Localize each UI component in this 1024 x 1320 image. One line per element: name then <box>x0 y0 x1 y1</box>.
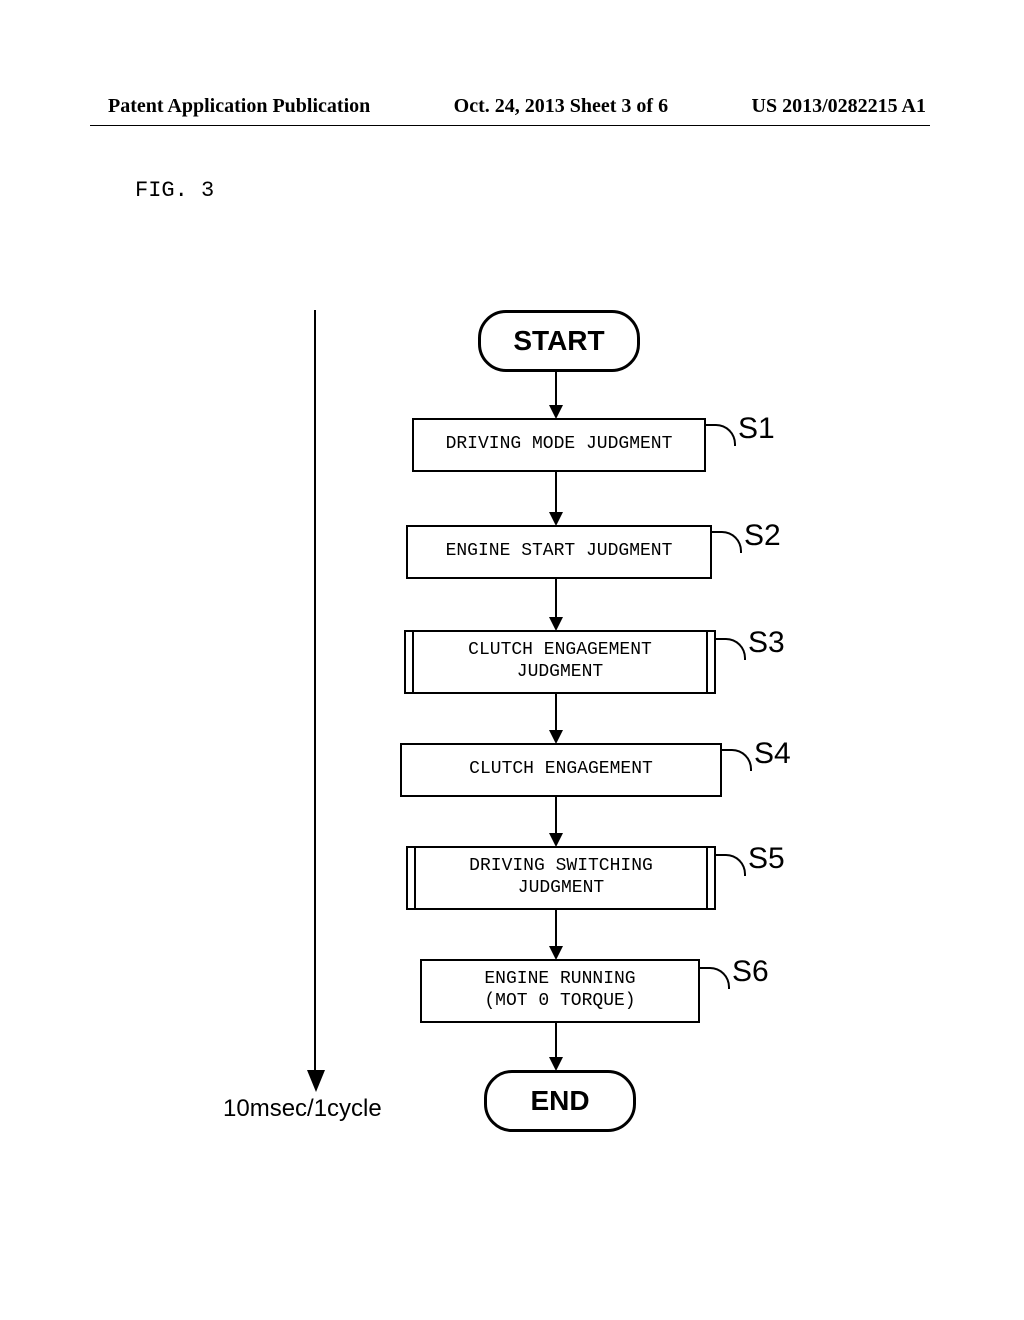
s3-node: CLUTCH ENGAGEMENT JUDGMENT <box>404 630 716 694</box>
s2-step: S2 <box>744 519 781 553</box>
s6-node: ENGINE RUNNING (MOT 0 TORQUE) <box>420 959 700 1023</box>
edge <box>555 692 557 730</box>
s5-node: DRIVING SWITCHING JUDGMENT <box>406 846 716 910</box>
step-connector-icon <box>710 531 742 553</box>
arrow-down-icon <box>549 946 563 960</box>
figure-label: FIG. 3 <box>135 178 214 203</box>
s4-step: S4 <box>754 737 791 771</box>
edge <box>555 577 557 617</box>
cycle-label: 10msec/1cycle <box>223 1095 382 1123</box>
s1-node: DRIVING MODE JUDGMENT <box>412 418 706 472</box>
header-left: Patent Application Publication <box>108 95 370 118</box>
s2-label: ENGINE START JUDGMENT <box>446 541 673 563</box>
arrow-down-icon <box>549 512 563 526</box>
s6-step: S6 <box>732 955 769 989</box>
end-label: END <box>530 1085 589 1117</box>
step-connector-icon <box>720 749 752 771</box>
page: Patent Application Publication Oct. 24, … <box>0 0 1024 1320</box>
step-connector-icon <box>714 638 746 660</box>
s1-step: S1 <box>738 412 775 446</box>
s6-label: ENGINE RUNNING (MOT 0 TORQUE) <box>484 969 635 1012</box>
cycle-arrow <box>314 310 316 1070</box>
edge <box>555 369 557 405</box>
s2-node: ENGINE START JUDGMENT <box>406 525 712 579</box>
arrow-down-icon <box>549 405 563 419</box>
end-node: END <box>484 1070 636 1132</box>
edge <box>555 795 557 833</box>
s1-label: DRIVING MODE JUDGMENT <box>446 434 673 456</box>
header-rule <box>90 125 930 126</box>
edge <box>555 1021 557 1057</box>
step-connector-icon <box>704 424 736 446</box>
edge <box>555 908 557 946</box>
s3-step: S3 <box>748 626 785 660</box>
arrow-down-icon <box>549 617 563 631</box>
s5-step: S5 <box>748 842 785 876</box>
step-connector-icon <box>714 854 746 876</box>
s5-label: DRIVING SWITCHING JUDGMENT <box>469 856 653 899</box>
header-right: US 2013/0282215 A1 <box>752 95 926 118</box>
step-connector-icon <box>698 967 730 989</box>
s4-label: CLUTCH ENGAGEMENT <box>469 759 653 781</box>
s4-node: CLUTCH ENGAGEMENT <box>400 743 722 797</box>
edge <box>555 470 557 512</box>
header-center: Oct. 24, 2013 Sheet 3 of 6 <box>454 95 668 118</box>
start-label: START <box>513 325 604 357</box>
s3-label: CLUTCH ENGAGEMENT JUDGMENT <box>468 640 652 683</box>
start-node: START <box>478 310 640 372</box>
arrow-down-icon <box>549 730 563 744</box>
cycle-arrowhead-icon <box>307 1070 325 1092</box>
header: Patent Application Publication Oct. 24, … <box>0 95 1024 118</box>
arrow-down-icon <box>549 833 563 847</box>
arrow-down-icon <box>549 1057 563 1071</box>
